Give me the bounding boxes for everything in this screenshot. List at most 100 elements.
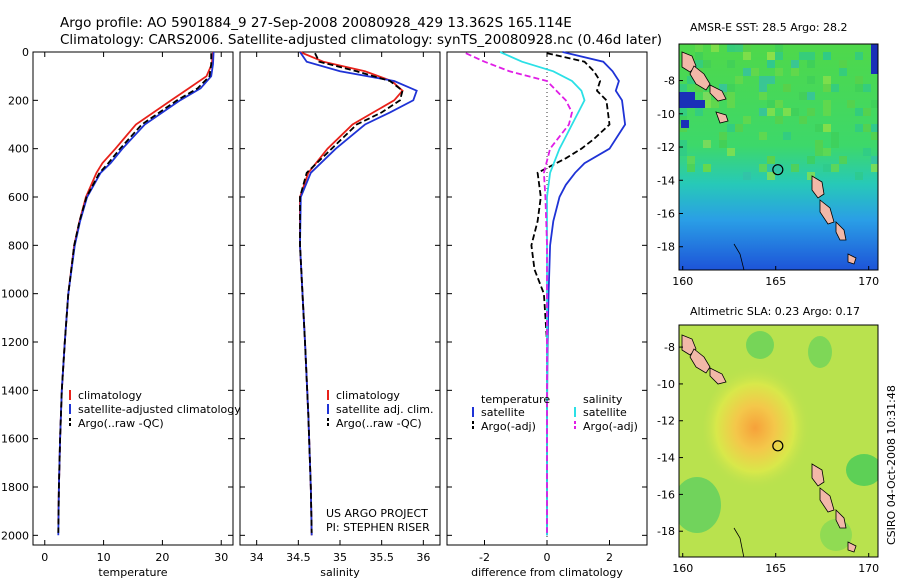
sst-pixel bbox=[719, 84, 727, 92]
sst-pixel bbox=[727, 92, 735, 100]
sst-pixel bbox=[807, 156, 815, 164]
sst-pixel bbox=[863, 124, 871, 132]
sst_map-ytick-label: -14 bbox=[657, 174, 675, 187]
sst-pixel bbox=[727, 44, 735, 52]
sst-pixel bbox=[823, 76, 831, 84]
sst-pixel bbox=[871, 100, 878, 108]
sst-pixel bbox=[727, 100, 735, 108]
sst-field bbox=[679, 44, 878, 270]
sst-pixel bbox=[679, 108, 687, 116]
sst-pixel bbox=[735, 76, 743, 84]
temperature-panel: 0 10 20 30 0 200 400 600 800 1000 1200 1400 1600 1800… bbox=[1, 46, 241, 579]
sst-pixel bbox=[735, 124, 743, 132]
csiro-timestamp: CSIRO 04-Oct-2008 10:31:48 bbox=[885, 385, 898, 545]
sst-pixel bbox=[839, 156, 847, 164]
sst-pixel bbox=[695, 108, 703, 116]
salinity-xtick-label: 35 bbox=[333, 551, 347, 564]
sst_map-ytick-label: -16 bbox=[657, 208, 675, 221]
sst-pixel bbox=[831, 84, 839, 92]
sst-pixel bbox=[759, 164, 767, 172]
sst-pixel bbox=[743, 116, 751, 124]
temperature-series-argo-raw-qc- bbox=[57, 53, 213, 533]
sst-pixel bbox=[791, 164, 799, 172]
sst-pixel bbox=[791, 68, 799, 76]
difference-series-temperature-satellite bbox=[546, 51, 627, 536]
sst_map-ytick-label: -10 bbox=[657, 108, 675, 121]
sst-pixel bbox=[799, 92, 807, 100]
sst-pixel bbox=[751, 68, 759, 76]
sst-pixel bbox=[687, 156, 695, 164]
sst-pixel bbox=[807, 108, 815, 116]
sst-argo-position-marker bbox=[772, 164, 784, 176]
sst-pixel bbox=[687, 76, 695, 84]
depth-tick-label: 2000 bbox=[1, 529, 29, 542]
sst-pixel bbox=[815, 148, 823, 156]
sla-map-title: Altimetric SLA: 0.23 Argo: 0.17 bbox=[690, 305, 860, 318]
sst-cold-pixel bbox=[871, 44, 878, 74]
sst-pixel bbox=[775, 52, 783, 60]
sst-pixel bbox=[855, 172, 863, 180]
sst-pixel bbox=[711, 100, 719, 108]
sst-pixel bbox=[831, 132, 839, 140]
sst-pixel bbox=[871, 164, 878, 172]
sst-pixel bbox=[799, 52, 807, 60]
depth-tick-label: 1000 bbox=[1, 288, 29, 301]
sla-argo-position-marker bbox=[772, 440, 784, 452]
legend-title-salinity: salinity bbox=[583, 393, 623, 406]
difference-legend-label: satellite bbox=[481, 406, 525, 419]
sst-pixel bbox=[855, 108, 863, 116]
sst-pixel bbox=[775, 68, 783, 76]
salinity-series-argo-raw-qc- bbox=[299, 52, 404, 533]
sla_map-xtick-label: 170 bbox=[858, 562, 879, 575]
sla_map-ytick-label: -12 bbox=[657, 415, 675, 428]
difference-xtick-label: -2 bbox=[479, 551, 490, 564]
sst-pixel bbox=[719, 140, 727, 148]
sst-pixel bbox=[679, 140, 687, 148]
sst-pixel bbox=[871, 124, 878, 132]
sst-pixel bbox=[687, 164, 695, 172]
salinity-axes-frame bbox=[239, 51, 441, 546]
sst-pixel bbox=[871, 132, 878, 140]
salinity-xlabel: salinity bbox=[320, 566, 360, 579]
sst-pixel bbox=[823, 84, 831, 92]
sst-pixel bbox=[719, 132, 727, 140]
legend-title-temperature: temperature bbox=[481, 393, 550, 406]
depth-tick-label: 0 bbox=[22, 46, 29, 59]
temperature-axes-frame bbox=[32, 51, 234, 546]
difference-series-temperature-argo-adj- bbox=[530, 52, 611, 533]
temperature-xlabel: temperature bbox=[98, 566, 167, 579]
sst-patches bbox=[679, 44, 878, 180]
depth-tick-label: 1200 bbox=[1, 336, 29, 349]
sst-pixel bbox=[799, 116, 807, 124]
sla_map-ytick-label: -10 bbox=[657, 378, 675, 391]
depth-tick-label: 600 bbox=[8, 191, 29, 204]
sst-pixel bbox=[759, 84, 767, 92]
sst-pixel bbox=[767, 76, 775, 84]
depth-tick-label: 800 bbox=[8, 239, 29, 252]
sst-pixel bbox=[743, 172, 751, 180]
sst-map-title: AMSR-E SST: 28.5 Argo: 28.2 bbox=[690, 21, 848, 34]
sst-pixel bbox=[791, 60, 799, 68]
sla-map-frame bbox=[678, 324, 879, 558]
sla_map-xtick-label: 160 bbox=[672, 562, 693, 575]
sst-pixel bbox=[759, 92, 767, 100]
sst-pixel bbox=[823, 100, 831, 108]
sst_map-xtick-label: 170 bbox=[858, 275, 879, 288]
salinity-xtick-label: 35.5 bbox=[369, 551, 394, 564]
sst-pixel bbox=[695, 52, 703, 60]
sst-pixel bbox=[855, 124, 863, 132]
sst_map-xtick-label: 165 bbox=[765, 275, 786, 288]
sst-pixel bbox=[863, 148, 871, 156]
sst-pixel bbox=[695, 44, 703, 52]
sst-pixel bbox=[703, 140, 711, 148]
sst-pixel bbox=[679, 84, 687, 92]
difference-legend-label: Argo(-adj) bbox=[583, 420, 638, 433]
sst-pixel bbox=[759, 132, 767, 140]
sst-pixel bbox=[743, 52, 751, 60]
sst-pixel bbox=[839, 60, 847, 68]
sst-pixel bbox=[695, 60, 703, 68]
difference-xtick-label: 2 bbox=[606, 551, 613, 564]
sst-pixel bbox=[703, 92, 711, 100]
salinity-legend-label: satellite adj. clim. bbox=[336, 403, 433, 416]
sst-cold-pixel bbox=[681, 120, 689, 128]
